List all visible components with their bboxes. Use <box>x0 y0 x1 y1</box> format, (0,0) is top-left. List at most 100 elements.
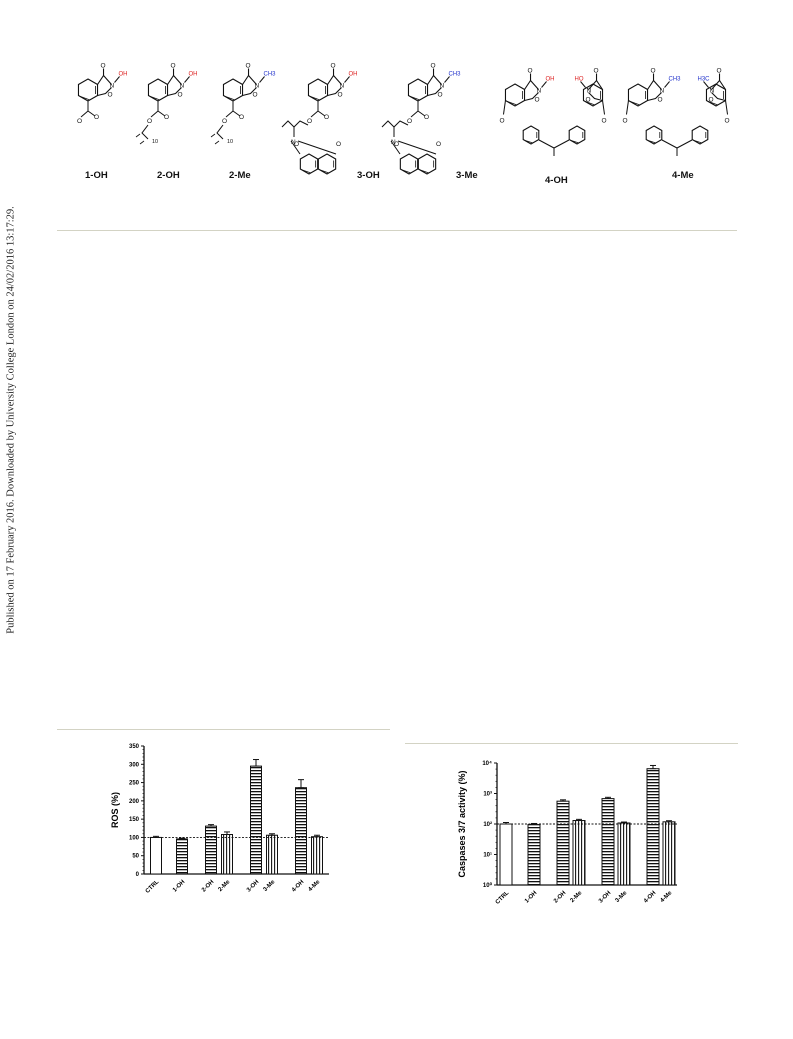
rule-top <box>57 230 737 231</box>
category-label: 2-Me <box>218 879 232 893</box>
atom-label: O <box>586 97 591 104</box>
bar-1-oh <box>176 838 188 875</box>
atom-label: N <box>110 83 115 90</box>
compound-label: 1-OH <box>85 170 108 181</box>
bar-2-oh <box>205 825 217 875</box>
atom-label: N <box>440 83 445 90</box>
atom-label: N <box>587 88 592 95</box>
compound-2-oh: O O N OH O O 10 <box>135 60 200 210</box>
atom-label: N <box>180 83 185 90</box>
rule-left <box>57 729 390 730</box>
y-tick-label: 10¹ <box>483 852 492 859</box>
atom-label: N <box>255 83 260 90</box>
benzene-ring <box>417 153 437 175</box>
category-label: 3-OH <box>246 879 260 893</box>
caspase-chart-svg: 10⁰ 10¹ 10² 10³ 10⁴ Caspases 3/7 activity (%)… <box>457 761 677 906</box>
benzene-ring <box>307 78 329 102</box>
y-tick-label: 300 <box>129 762 140 768</box>
n-substituent: HO <box>575 77 584 83</box>
atom-label: O <box>594 68 599 75</box>
n-substituent: OH <box>189 72 198 78</box>
atom-label: O <box>436 141 441 148</box>
ros-chart: 0 50 100 150 200 250 300 350 ROS (%) CTRL 1-OH 2-OH… <box>100 740 340 915</box>
y-tick-label: 50 <box>132 854 139 860</box>
atom-label: O <box>336 141 341 148</box>
atom-label: O <box>438 92 443 99</box>
benzene-ring <box>522 125 540 145</box>
n-substituent: H3C <box>698 77 711 83</box>
caspase-chart: 10⁰ 10¹ 10² 10³ 10⁴ Caspases 3/7 activity (%)… <box>455 755 695 930</box>
compound-1-oh: O O N OH O O <box>70 60 130 210</box>
bar-2-me <box>572 820 586 886</box>
compound-4-me: O O N CH3 O O N H3C O O <box>620 60 735 210</box>
bar-4-oh <box>295 787 307 875</box>
compound-label: 3-OH <box>357 170 380 181</box>
atom-label: O <box>294 141 299 148</box>
category-label: 2-Me <box>570 890 584 904</box>
atom-label: N <box>537 88 542 95</box>
atom-label: O <box>338 92 343 99</box>
benzene-ring <box>627 83 649 107</box>
benzene-ring <box>77 78 99 102</box>
atom-label: O <box>431 63 436 70</box>
category-label: 3-Me <box>615 890 629 904</box>
category-label: CTRL <box>495 890 511 906</box>
compound-2-me: O O N CH3 O O 10 <box>210 60 277 210</box>
atom-label: O <box>324 114 329 121</box>
atom-label: O <box>394 141 399 148</box>
atom-label: O <box>717 68 722 75</box>
y-tick-label: 10⁰ <box>483 882 493 889</box>
atom-label: O <box>171 63 176 70</box>
y-tick-label: 100 <box>129 835 140 841</box>
n-substituent: OH <box>349 72 358 78</box>
atom-label: O <box>725 118 730 125</box>
n-substituent: OH <box>119 72 128 78</box>
bar-3-me <box>266 834 278 875</box>
bar-4-me <box>311 836 323 875</box>
benzene-ring <box>504 83 526 107</box>
compound-4-oh: O O N OH O O N HO O O <box>497 60 612 210</box>
bar-2-me <box>221 834 233 875</box>
y-tick-label: 0 <box>136 872 140 878</box>
category-label: 1-OH <box>172 879 186 893</box>
category-label: CTRL <box>145 879 161 895</box>
atom-label: N <box>291 139 296 146</box>
atom-label: O <box>101 63 106 70</box>
category-label: 2-OH <box>201 879 215 893</box>
atom-label: O <box>331 63 336 70</box>
y-tick-label: 150 <box>129 817 140 823</box>
category-label: 3-OH <box>598 890 612 904</box>
atom-label: N <box>340 83 345 90</box>
benzene-ring <box>222 78 244 102</box>
atom-label: O <box>108 92 113 99</box>
atom-label: O <box>222 118 227 125</box>
benzene-ring <box>691 125 709 145</box>
compound-3-oh: O O N OH O O N O O <box>281 60 385 210</box>
atom-label: O <box>253 92 258 99</box>
y-tick-label: 10⁴ <box>482 761 492 767</box>
category-label: 4-Me <box>308 879 322 893</box>
category-label: 4-OH <box>643 890 657 904</box>
bar-3-oh <box>250 765 262 875</box>
bar-4-oh <box>646 768 660 886</box>
chain-repeat-count: 10 <box>152 139 158 145</box>
compound-label: 2-OH <box>157 170 180 181</box>
compound-label: 4-Me <box>672 170 694 181</box>
rule-right <box>405 743 738 744</box>
atom-label: O <box>424 114 429 121</box>
atom-label: O <box>239 114 244 121</box>
atom-label: O <box>407 118 412 125</box>
n-substituent: CH3 <box>264 72 277 78</box>
bar-4-me <box>662 821 676 886</box>
bar-ctrl <box>499 823 513 886</box>
atom-label: O <box>499 118 504 125</box>
download-note-text: Published on 17 February 2016. Downloade… <box>5 206 17 634</box>
download-note: Published on 17 February 2016. Downloade… <box>2 0 20 1039</box>
benzene-ring <box>299 153 319 175</box>
y-axis-title: Caspases 3/7 activity (%) <box>457 770 467 877</box>
atom-label: O <box>528 68 533 75</box>
atom-label: O <box>602 118 607 125</box>
atom-label: O <box>307 118 312 125</box>
y-tick-label: 200 <box>129 799 140 805</box>
chain-repeat-count: 10 <box>227 139 233 145</box>
